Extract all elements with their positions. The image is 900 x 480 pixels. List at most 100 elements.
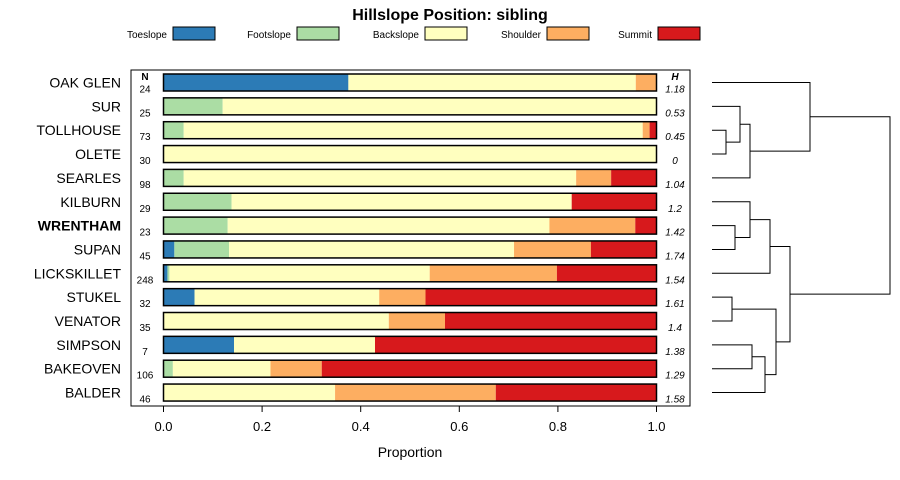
bar-wrentham-summit [635, 217, 657, 235]
legend-swatch-shoulder [546, 26, 590, 41]
h-value-bakeoven: 1.29 [665, 371, 685, 382]
bar-outline-oak-glen [162, 73, 658, 92]
bar-tollhouse-summit [649, 121, 657, 139]
h-column-header: H [671, 72, 679, 83]
h-value-searles: 1.04 [665, 180, 685, 191]
row-simpson: SIMPSON 7 1.38 [56, 335, 685, 358]
n-value-simpson: 7 [142, 347, 148, 358]
h-value-oak-glen: 1.18 [665, 85, 685, 96]
row-tollhouse: TOLLHOUSE 73 0.45 [36, 120, 685, 143]
row-bakeoven: BAKEOVEN 106 1.29 [44, 359, 685, 382]
bar-searles-backslope [183, 169, 577, 187]
row-label-bakeoven: BAKEOVEN [44, 361, 121, 377]
x-axis: 0.0 0.2 0.4 0.6 0.8 1.0 [154, 406, 666, 434]
dendrogram-branch [712, 219, 771, 274]
h-value-wrentham: 1.42 [665, 228, 685, 239]
bar-simpson-toeslope [163, 336, 234, 354]
bar-supan-footslope [174, 240, 230, 258]
bar-outline-searles [162, 168, 658, 188]
bar-wrentham-footslope [163, 217, 228, 235]
x-tick-label-3: 0.6 [450, 419, 468, 434]
bar-kilburn-footslope [163, 193, 232, 211]
bar-simpson-summit [374, 336, 657, 354]
dendrogram-branch [712, 225, 736, 250]
dendrogram-branch [732, 308, 777, 376]
legend-swatch-backslope [424, 26, 468, 41]
row-searles: SEARLES 98 1.04 [56, 168, 685, 191]
bar-lickskillet-summit [556, 264, 657, 282]
h-value-venator: 1.4 [668, 323, 682, 334]
h-value-simpson: 1.38 [665, 347, 685, 358]
n-value-supan: 45 [139, 251, 151, 262]
bar-stukel-shoulder [379, 288, 426, 306]
bar-oak-glen-backslope [348, 74, 636, 91]
n-value-lickskillet: 248 [137, 275, 154, 286]
bar-outline-olete [162, 144, 658, 164]
row-label-olete: OLETE [75, 146, 121, 162]
h-value-sur: 0.53 [665, 108, 685, 119]
bar-stukel-toeslope [163, 288, 195, 306]
bar-stukel-summit [425, 288, 657, 306]
n-column-header: N [141, 72, 148, 83]
n-value-kilburn: 29 [139, 204, 151, 215]
dendrogram-branch [712, 82, 811, 152]
dendrogram-branch [790, 116, 891, 295]
n-value-wrentham: 23 [139, 228, 151, 239]
row-kilburn: KILBURN 29 1.2 [60, 192, 682, 215]
bar-venator-backslope [163, 312, 389, 330]
bar-outline-sur [162, 97, 658, 116]
bar-outline-venator [162, 311, 658, 331]
bar-stukel-backslope [194, 288, 380, 306]
bar-searles-summit [611, 169, 657, 187]
bar-supan-shoulder [514, 240, 591, 258]
bar-lickskillet-backslope [169, 264, 430, 282]
bar-sur-footslope [163, 97, 223, 115]
row-label-oak-glen: OAK GLEN [49, 75, 121, 91]
legend: Toeslope Footslope Backslope Shoulder Summit [127, 26, 701, 41]
row-stukel: STUKEL 32 1.61 [67, 287, 685, 310]
row-label-searles: SEARLES [56, 170, 121, 186]
h-value-balder: 1.58 [665, 395, 685, 406]
bar-olete-backslope [163, 145, 657, 163]
bar-balder-summit [495, 384, 657, 402]
bar-simpson-backslope [233, 336, 375, 354]
legend-label-backslope: Backslope [373, 30, 420, 41]
n-value-sur: 25 [139, 108, 151, 119]
bar-oak-glen-shoulder [635, 74, 657, 91]
bar-supan-toeslope [163, 240, 175, 258]
x-axis-title: Proportion [378, 444, 443, 460]
dendrogram-branch [712, 296, 733, 322]
legend-swatch-summit [657, 26, 701, 41]
bar-venator-shoulder [388, 312, 446, 330]
n-value-olete: 30 [139, 156, 151, 167]
bar-lickskillet-toeslope [163, 264, 168, 282]
row-label-lickskillet: LICKSKILLET [34, 265, 122, 281]
bar-sur-backslope [222, 97, 657, 115]
bar-bakeoven-backslope [172, 360, 271, 378]
bar-kilburn-summit [571, 193, 657, 211]
n-value-searles: 98 [139, 180, 151, 191]
n-value-balder: 46 [139, 395, 151, 406]
x-tick-label-5: 1.0 [647, 419, 665, 434]
row-label-simpson: SIMPSON [56, 337, 121, 353]
row-label-tollhouse: TOLLHOUSE [36, 122, 121, 138]
bar-outline-balder [162, 383, 658, 402]
bar-wrentham-shoulder [549, 217, 636, 235]
h-value-supan: 1.74 [665, 251, 685, 262]
h-value-stukel: 1.61 [665, 299, 684, 310]
legend-swatch-toeslope [172, 26, 216, 41]
bar-balder-shoulder [335, 384, 496, 402]
row-oak-glen: OAK GLEN 24 1.18 [49, 73, 685, 96]
legend-label-shoulder: Shoulder [501, 30, 542, 41]
dendrogram-branch [712, 344, 753, 370]
bar-supan-backslope [229, 240, 515, 258]
row-venator: VENATOR 35 1.4 [55, 311, 682, 334]
bar-outline-supan [162, 240, 658, 259]
bar-lickskillet-shoulder [429, 264, 557, 282]
n-value-bakeoven: 106 [137, 371, 154, 382]
row-balder: BALDER 46 1.58 [65, 383, 685, 406]
plot-panel [130, 69, 691, 407]
x-tick-label-2: 0.4 [352, 419, 370, 434]
